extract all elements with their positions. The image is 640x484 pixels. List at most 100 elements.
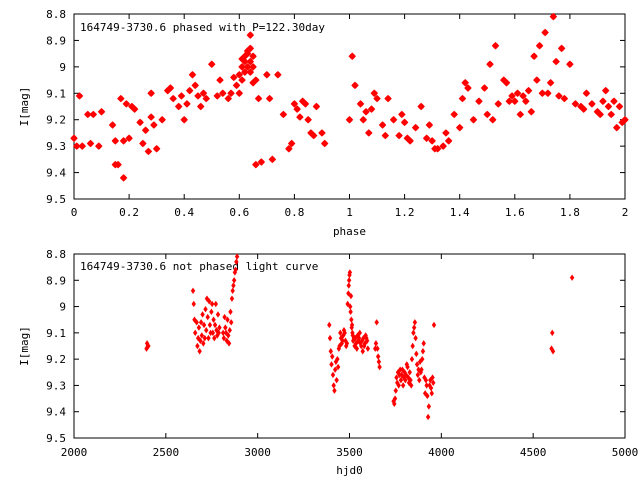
data-point bbox=[201, 321, 207, 329]
data-point bbox=[538, 89, 547, 98]
data-point bbox=[604, 102, 613, 111]
data-point bbox=[419, 366, 424, 373]
data-point bbox=[377, 363, 382, 371]
y-tick-label: 9.5 bbox=[46, 193, 66, 206]
data-point bbox=[424, 382, 429, 389]
data-point bbox=[216, 329, 221, 337]
data-point bbox=[351, 81, 359, 90]
x-axis-label: phase bbox=[333, 225, 366, 238]
data-point bbox=[220, 329, 226, 337]
chart-title: 164749-3730.6 phased with P=122.30day bbox=[80, 21, 325, 34]
data-point bbox=[202, 334, 207, 342]
data-point bbox=[75, 92, 84, 100]
data-point bbox=[249, 52, 257, 61]
data-point bbox=[231, 282, 236, 289]
data-point bbox=[195, 342, 200, 350]
data-point bbox=[408, 376, 413, 384]
data-point bbox=[461, 78, 469, 87]
data-point bbox=[119, 137, 128, 145]
data-point bbox=[546, 78, 555, 87]
data-point bbox=[425, 413, 431, 421]
data-point bbox=[522, 97, 530, 105]
data-point bbox=[130, 105, 139, 113]
data-point bbox=[407, 369, 412, 376]
data-point bbox=[213, 92, 221, 100]
data-point bbox=[373, 340, 379, 347]
data-point bbox=[265, 94, 274, 103]
data-point bbox=[469, 115, 478, 124]
data-point bbox=[524, 86, 533, 95]
data-point bbox=[588, 100, 596, 108]
y-tick-label: 9 bbox=[59, 61, 66, 74]
data-point bbox=[263, 71, 271, 79]
y-tick-label: 8.9 bbox=[46, 34, 66, 47]
data-point bbox=[166, 84, 175, 92]
data-point bbox=[348, 52, 356, 61]
data-point bbox=[150, 121, 158, 129]
y-tick-label: 9.5 bbox=[46, 432, 66, 445]
data-point bbox=[345, 115, 354, 124]
data-point bbox=[349, 316, 354, 323]
data-point bbox=[228, 308, 233, 316]
data-point bbox=[354, 345, 360, 352]
data-point bbox=[70, 134, 78, 142]
data-point bbox=[335, 355, 340, 363]
data-point bbox=[246, 31, 255, 39]
x-tick-label: 3000 bbox=[244, 446, 271, 459]
data-point bbox=[365, 129, 373, 137]
data-point bbox=[405, 363, 410, 371]
data-point bbox=[144, 340, 150, 347]
data-point bbox=[513, 89, 522, 98]
data-point bbox=[359, 115, 368, 124]
x-tick-label: 3500 bbox=[336, 446, 363, 459]
x-tick-label: 2500 bbox=[153, 446, 180, 459]
data-point bbox=[229, 319, 234, 326]
data-point bbox=[217, 324, 222, 331]
data-point bbox=[566, 60, 574, 68]
data-point bbox=[596, 110, 604, 119]
data-point bbox=[414, 361, 420, 368]
data-point bbox=[579, 105, 588, 113]
data-point bbox=[290, 100, 299, 108]
data-point bbox=[206, 334, 211, 342]
data-point bbox=[397, 371, 402, 379]
data-point bbox=[304, 115, 312, 124]
data-point bbox=[403, 376, 408, 384]
data-point bbox=[238, 63, 246, 71]
data-point bbox=[555, 92, 563, 100]
x-tick-label: 0.6 bbox=[229, 206, 249, 219]
data-point bbox=[309, 131, 318, 140]
data-point bbox=[225, 316, 230, 323]
data-point bbox=[400, 382, 406, 389]
data-point bbox=[230, 287, 235, 294]
data-point bbox=[374, 319, 379, 326]
data-point bbox=[516, 110, 525, 119]
data-point bbox=[338, 329, 343, 337]
y-tick-label: 8.8 bbox=[46, 248, 66, 261]
data-point bbox=[335, 363, 341, 371]
data-point bbox=[360, 348, 365, 355]
data-point bbox=[395, 131, 403, 140]
data-point bbox=[191, 300, 196, 308]
data-point bbox=[209, 308, 214, 316]
data-point bbox=[230, 73, 238, 82]
data-point bbox=[219, 89, 227, 98]
x-tick-label: 1 bbox=[346, 206, 353, 219]
data-point bbox=[78, 142, 87, 150]
data-point bbox=[246, 44, 255, 53]
data-point bbox=[396, 382, 401, 389]
data-point bbox=[114, 160, 122, 169]
data-point bbox=[365, 345, 371, 352]
y-tick-label: 9.4 bbox=[46, 406, 66, 419]
data-series bbox=[144, 253, 575, 421]
x-axis-label: hjd0 bbox=[336, 464, 363, 477]
data-point bbox=[274, 71, 282, 79]
data-point bbox=[73, 142, 81, 150]
x-tick-label: 5000 bbox=[612, 446, 639, 459]
data-point bbox=[392, 400, 397, 408]
y-tick-label: 9.2 bbox=[46, 353, 66, 366]
data-point bbox=[439, 142, 447, 150]
data-point bbox=[84, 110, 92, 119]
data-point bbox=[346, 282, 351, 289]
